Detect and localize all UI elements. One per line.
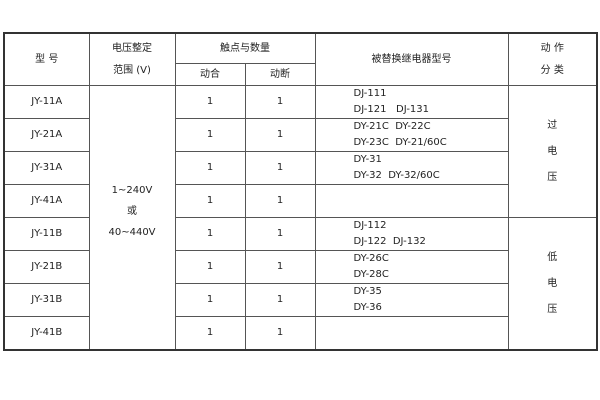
replaced-model: DJ-122 DJ-132: [353, 236, 426, 247]
table-row: JY-11A 1~240V 或 40~440V 1 1 DJ-111 DJ-121 DJ…: [3, 85, 598, 351]
relay-spec-table: 型 号 电压整定 范围 (V) 触点与数量 被替换继电器型号 动 作 分 类 动…: [3, 32, 598, 351]
action-char: 电: [547, 277, 558, 289]
break-cell: 1: [244, 250, 316, 284]
action-under-voltage: 低电压: [507, 217, 598, 351]
replaced-model: DY-35: [353, 286, 382, 297]
make-cell: 1: [174, 250, 246, 284]
header-action-line1: 动 作: [540, 42, 564, 54]
action-over-voltage: 过电压: [507, 85, 598, 218]
replaced-model: DJ-111: [353, 88, 387, 99]
table-row: JY-41A 1 1: [3, 184, 597, 218]
break-cell: 1: [244, 151, 316, 185]
header-voltage-range: 电压整定 范围 (V): [88, 32, 176, 86]
break-cell: 1: [244, 283, 316, 317]
voltage-range-cell: 1~240V 或 40~440V: [88, 85, 176, 351]
replaced-model: DY-31: [353, 154, 382, 165]
replaced-model: DJ-121 DJ-131: [353, 104, 430, 115]
replaced-cell: DY-26C DY-28C: [314, 250, 509, 284]
header-contacts: 触点与数量: [174, 32, 316, 64]
replaced-model: DY-36: [353, 302, 382, 313]
table-row: JY-31B 1 1 DY-35 DY-36: [3, 283, 597, 317]
table-row: JY-11B 1 1 DJ-112 DJ-122 DJ-132 低电压: [3, 217, 598, 351]
table-row: JY-21B 1 1 DY-26C DY-28C: [3, 250, 597, 284]
replaced-model: DY-26C: [353, 253, 389, 264]
model-cell: JY-31A: [3, 151, 90, 185]
replaced-cell: DY-21C DY-22C DY-23C DY-21/60C: [314, 118, 509, 152]
model-cell: JY-11B: [3, 217, 90, 251]
header-model: 型 号: [3, 32, 90, 86]
break-cell: 1: [244, 118, 316, 152]
model-cell: JY-21A: [3, 118, 90, 152]
action-char: 低: [547, 251, 558, 263]
action-char: 过: [547, 119, 558, 131]
action-char: 压: [547, 171, 558, 183]
model-cell: JY-41B: [3, 316, 90, 351]
header-make: 动合: [174, 63, 246, 86]
make-cell: 1: [174, 316, 246, 351]
replaced-cell: DJ-112 DJ-122 DJ-132: [314, 217, 509, 251]
model-cell: JY-11A: [3, 85, 90, 119]
header-replaced: 被替换继电器型号: [314, 32, 509, 86]
header-voltage-line2: 范围 (V): [113, 64, 151, 76]
break-cell: 1: [244, 316, 316, 351]
header-voltage-line1: 电压整定: [112, 42, 152, 54]
break-cell: 1: [244, 85, 316, 119]
break-cell: 1: [244, 217, 316, 251]
table-row: JY-31A 1 1 DY-31 DY-32 DY-32/60C: [3, 151, 597, 185]
header-action-line2: 分 类: [540, 64, 564, 76]
voltage-line1: 1~240V: [111, 185, 153, 196]
make-cell: 1: [174, 85, 246, 119]
voltage-line2: 或: [127, 206, 137, 217]
make-cell: 1: [174, 283, 246, 317]
replaced-cell: [314, 184, 509, 218]
break-cell: 1: [244, 184, 316, 218]
make-cell: 1: [174, 217, 246, 251]
voltage-line3: 40~440V: [108, 227, 156, 238]
replaced-model: DY-21C DY-22C: [353, 121, 431, 132]
action-char: 电: [547, 145, 558, 157]
replaced-model: DJ-112: [353, 220, 387, 231]
replaced-model: DY-23C DY-21/60C: [353, 137, 447, 148]
replaced-cell: DJ-111 DJ-121 DJ-131: [314, 85, 509, 119]
table-row: JY-41B 1 1: [3, 316, 597, 351]
make-cell: 1: [174, 151, 246, 185]
table-row: JY-21A 1 1 DY-21C DY-22C DY-23C DY-21/60C: [3, 118, 597, 152]
action-char: 压: [547, 303, 558, 315]
replaced-cell: DY-31 DY-32 DY-32/60C: [314, 151, 509, 185]
replaced-cell: DY-35 DY-36: [314, 283, 509, 317]
replaced-model: DY-32 DY-32/60C: [353, 170, 440, 181]
header-break: 动断: [244, 63, 316, 86]
replaced-model: DY-28C: [353, 269, 389, 280]
make-cell: 1: [174, 184, 246, 218]
model-cell: JY-41A: [3, 184, 90, 218]
make-cell: 1: [174, 118, 246, 152]
model-cell: JY-21B: [3, 250, 90, 284]
header-action: 动 作 分 类: [507, 32, 598, 86]
replaced-cell: [314, 316, 509, 351]
model-cell: JY-31B: [3, 283, 90, 317]
